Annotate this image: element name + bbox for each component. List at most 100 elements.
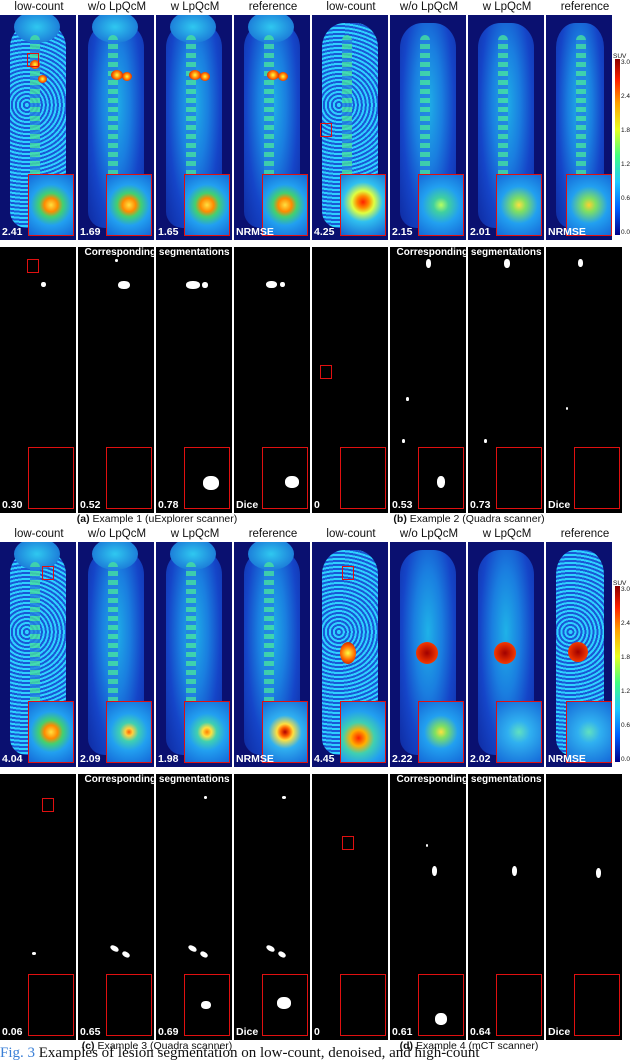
nrmse-value: 1.65 — [158, 226, 179, 238]
col-label-with-lpqcm: w LpQcM — [482, 528, 532, 540]
roi-box — [42, 566, 54, 580]
example-caption: (b) Example 2 (Quadra scanner) — [312, 513, 626, 526]
metric-label: NRMSE — [548, 753, 586, 765]
zoom-inset — [28, 174, 74, 236]
zoom-inset — [418, 447, 464, 509]
col-label-reference: reference — [560, 1, 610, 13]
column-headers: low-count w/o LpQcM w LpQcM reference — [0, 527, 314, 542]
dice-value: 0.69 — [158, 1026, 179, 1038]
col-label-without-lpqcm: w/o LpQcM — [399, 528, 459, 540]
zoom-inset — [28, 701, 74, 763]
dice-value: 0 — [314, 499, 320, 511]
nrmse-value: 2.15 — [392, 226, 413, 238]
pet-image-without-lpqcm: 2.22 — [390, 542, 466, 767]
col-label-reference: reference — [248, 1, 298, 13]
segmentation-without-lpqcm: 0.65 — [78, 774, 154, 1040]
segmentation-row: 0.30 0.52 0.78 — [0, 247, 314, 513]
segmentation-reference: Dice — [234, 774, 310, 1040]
zoom-inset — [418, 974, 464, 1036]
segmentation-without-lpqcm: 0.53 — [390, 247, 466, 513]
zoom-inset — [28, 447, 74, 509]
segmentation-row: 0 0.53 0.73 Dice — [312, 247, 626, 513]
zoom-inset — [106, 974, 152, 1036]
pet-image-reference: NRMSE — [546, 542, 612, 767]
pet-image-with-lpqcm: 1.65 — [156, 15, 232, 240]
dice-value: 0.06 — [2, 1026, 23, 1038]
example-caption: (d) Example 4 (mCT scanner) — [312, 1040, 626, 1053]
segmentation-with-lpqcm: 0.64 — [468, 774, 544, 1040]
segmentation-without-lpqcm: 0.61 — [390, 774, 466, 1040]
zoom-inset — [106, 447, 152, 509]
roi-box — [342, 566, 354, 580]
segmentation-low-count: 0.06 — [0, 774, 76, 1040]
segmentation-with-lpqcm: 0.73 — [468, 247, 544, 513]
pet-image-without-lpqcm: 1.69 — [78, 15, 154, 240]
metric-label: Dice — [548, 1026, 571, 1038]
caption-text: Example 1 (uExplorer scanner) — [92, 513, 238, 525]
pet-images-row: 4.45 2.22 2.02 NRMSE — [312, 542, 630, 767]
pet-image-reference: NRMSE — [234, 542, 310, 767]
zoom-inset — [566, 701, 612, 763]
roi-box — [27, 53, 39, 67]
example-caption: (a) Example 1 (uExplorer scanner) — [0, 513, 314, 526]
zoom-inset — [28, 974, 74, 1036]
colorbar-tick: 1.2 — [621, 161, 631, 168]
caption-text: Example 4 (mCT scanner) — [415, 1040, 539, 1052]
zoom-inset — [418, 174, 464, 236]
zoom-inset — [340, 974, 386, 1036]
colorbar-tick: 1.8 — [621, 127, 631, 134]
segmentation-row: 0 0.61 0.64 Dice Corresponding segment — [312, 774, 626, 1040]
zoom-inset — [496, 447, 542, 509]
figure-caption: Fig. 3 Examples of lesion segmentation o… — [0, 1046, 640, 1061]
nrmse-value: 2.22 — [392, 753, 413, 765]
pet-image-low-count: 4.45 — [312, 542, 388, 767]
caption-prefix: (d) — [399, 1040, 414, 1052]
colorbar-tick: 0.0 — [621, 229, 631, 236]
nrmse-value: 4.45 — [314, 753, 335, 765]
zoom-inset — [184, 174, 230, 236]
column-headers: low-count w/o LpQcM w LpQcM reference — [312, 527, 626, 542]
column-headers: low-count w/o LpQcM w LpQcM reference — [0, 0, 314, 15]
col-label-without-lpqcm: w/o LpQcM — [87, 1, 147, 13]
column-headers: low-count w/o LpQcM w LpQcM reference — [312, 0, 626, 15]
segmentation-with-lpqcm: 0.69 — [156, 774, 232, 1040]
pet-image-without-lpqcm: 2.15 — [390, 15, 466, 240]
dice-value: 0.53 — [392, 499, 413, 511]
col-label-with-lpqcm: w LpQcM — [482, 1, 532, 13]
pet-images-row: 4.25 2.15 2.01 NRMSE SUV 3.0 2.4 — [312, 15, 630, 240]
pet-image-with-lpqcm: 2.01 — [468, 15, 544, 240]
roi-box — [342, 836, 354, 850]
pet-image-low-count: 4.04 — [0, 542, 76, 767]
col-label-low-count: low-count — [14, 528, 64, 540]
colorbar-tick: 3.0 — [621, 59, 631, 66]
roi-box — [42, 798, 54, 812]
colorbar-tick: 0.6 — [621, 195, 631, 202]
zoom-inset — [496, 974, 542, 1036]
zoom-inset — [496, 701, 542, 763]
zoom-inset — [184, 701, 230, 763]
caption-text: Example 3 (Quadra scanner) — [97, 1040, 233, 1052]
segmentation-reference: Dice — [546, 774, 622, 1040]
pet-image-with-lpqcm: 2.02 — [468, 542, 544, 767]
segmentation-reference: Dice — [234, 247, 310, 513]
zoom-inset — [574, 447, 620, 509]
caption-prefix: (c) — [81, 1040, 95, 1052]
dice-value: 0.78 — [158, 499, 179, 511]
col-label-without-lpqcm: w/o LpQcM — [87, 528, 147, 540]
colorbar-gradient — [615, 586, 620, 762]
nrmse-value: 4.25 — [314, 226, 335, 238]
pet-image-low-count: 2.41 — [0, 15, 76, 240]
colorbar-tick: 1.2 — [621, 688, 631, 695]
colorbar-gradient — [615, 59, 620, 235]
dice-value: 0.61 — [392, 1026, 413, 1038]
col-label-reference: reference — [248, 528, 298, 540]
zoom-inset — [184, 974, 230, 1036]
zoom-inset — [262, 174, 308, 236]
nrmse-value: 2.09 — [80, 753, 101, 765]
colorbar-unit: SUV — [613, 53, 627, 60]
dice-value: 0 — [314, 1026, 320, 1038]
suv-colorbar: SUV 3.0 2.4 1.8 1.2 0.6 0.0 — [613, 53, 630, 236]
zoom-inset — [262, 447, 308, 509]
zoom-inset — [340, 447, 386, 509]
figure-label: Fig. 3 — [0, 1046, 36, 1061]
